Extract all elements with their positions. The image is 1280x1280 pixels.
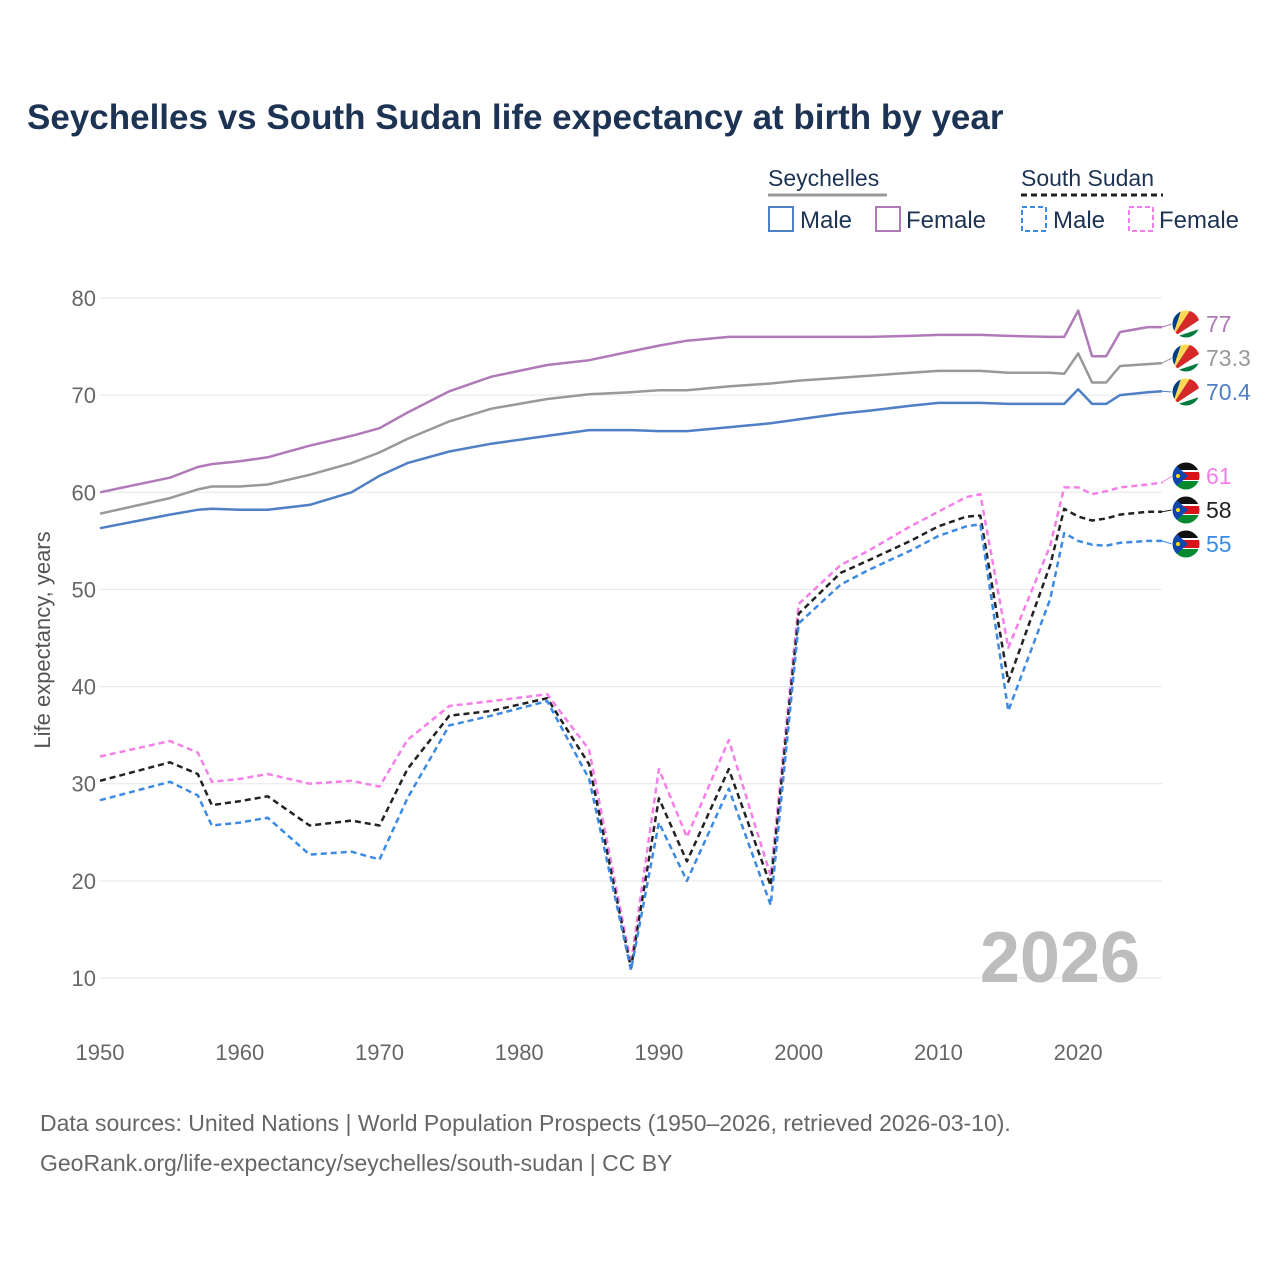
legend-group-seychelles: Seychelles (768, 165, 879, 191)
end-label-connector (1161, 323, 1173, 328)
y-tick-label: 70 (72, 383, 96, 408)
y-tick-label: 30 (72, 772, 96, 797)
south-sudan-flag-icon (1171, 495, 1201, 525)
legend-seychelles-female-swatch (875, 206, 901, 232)
series-line-seychelles-male (99, 388, 1163, 530)
seychelles-flag-icon (1171, 343, 1201, 373)
series-line-south-sudan-both (99, 507, 1162, 970)
end-label-connector (1161, 540, 1173, 545)
legend-south-sudan-female-swatch (1128, 206, 1154, 232)
end-label-value: 70.4 (1206, 379, 1251, 405)
series-line-south-sudan-female (99, 481, 1163, 965)
y-axis-label: Life expectancy, years (30, 531, 55, 748)
x-tick-label: 1970 (355, 1040, 404, 1065)
legend-seychelles-female-label: Female (906, 207, 986, 234)
y-tick-label: 50 (72, 577, 96, 602)
y-tick-labels: 10 20 30 40 50 60 70 80 (72, 286, 96, 991)
x-tick-label: 1960 (215, 1040, 264, 1065)
x-tick-label: 2010 (914, 1040, 963, 1065)
y-tick-label: 10 (72, 966, 96, 991)
year-watermark: 2026 (980, 918, 1140, 998)
end-label-connector (1161, 390, 1173, 393)
legend-seychelles-male-label: Male (800, 207, 852, 234)
seychelles-flag-icon (1171, 309, 1201, 339)
seychelles-flag-icon (1171, 377, 1201, 407)
x-tick-labels: 1950 1960 1970 1980 1990 2000 2010 2020 (76, 1040, 1103, 1065)
source-line-1: Data sources: United Nations | World Pop… (40, 1110, 1011, 1136)
x-tick-label: 1990 (634, 1040, 683, 1065)
x-tick-label: 2000 (774, 1040, 823, 1065)
y-tick-label: 20 (72, 869, 96, 894)
x-tick-label: 2020 (1054, 1040, 1103, 1065)
series-line-south-sudan-male (99, 523, 1162, 972)
y-tick-label: 60 (72, 480, 96, 505)
legend-south-sudan-male-swatch (1021, 206, 1047, 232)
legend-seychelles-male-swatch (768, 206, 794, 232)
source-line-2: GeoRank.org/life-expectancy/seychelles/s… (40, 1150, 672, 1176)
end-label-value: 58 (1206, 497, 1232, 523)
y-tick-label: 40 (72, 675, 96, 700)
chart-title: Seychelles vs South Sudan life expectanc… (27, 98, 1004, 137)
end-label-value: 61 (1206, 463, 1232, 489)
series-line-seychelles-female (99, 309, 1162, 494)
y-tick-label: 80 (72, 286, 96, 311)
legend-south-sudan-female-label: Female (1159, 207, 1239, 234)
end-label-value: 73.3 (1206, 345, 1251, 371)
end-label-connector (1161, 509, 1173, 513)
end-label-connector (1161, 475, 1173, 483)
end-label-value: 55 (1206, 531, 1232, 557)
end-label-connector (1161, 357, 1173, 364)
legend-south-sudan-male-label: Male (1053, 207, 1105, 234)
grid (100, 297, 1162, 979)
legend-group-south-sudan: South Sudan (1021, 165, 1154, 191)
legend: Seychelles South Sudan Male Female Male … (768, 165, 1239, 234)
x-tick-label: 1980 (495, 1040, 544, 1065)
x-tick-label: 1950 (76, 1040, 125, 1065)
south-sudan-flag-icon (1171, 461, 1201, 491)
end-labels: 77 73.3 70.4 61 58 55 (1161, 309, 1251, 559)
end-label-value: 77 (1206, 311, 1232, 337)
series-line-seychelles-both (99, 352, 1163, 515)
south-sudan-flag-icon (1171, 529, 1201, 559)
series-lines (99, 309, 1163, 972)
